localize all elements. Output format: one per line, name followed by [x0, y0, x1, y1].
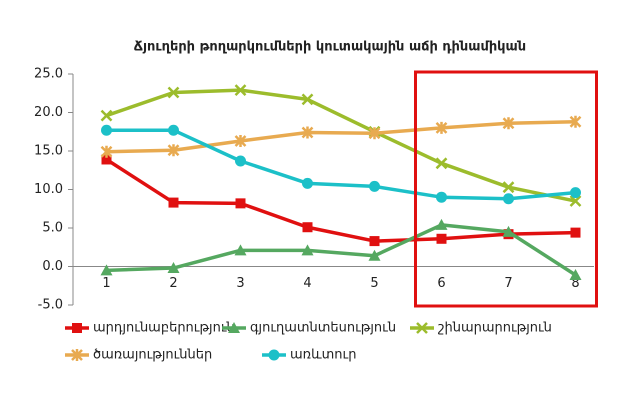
chart-title: Ճյուղերի թողարկումների կուտակային աճի դի… — [134, 40, 526, 55]
data-point — [435, 218, 448, 230]
highlight-box — [414, 70, 598, 308]
data-point — [100, 145, 113, 158]
y-tick-label: 5.0 — [42, 221, 63, 236]
data-point — [569, 195, 582, 207]
data-point — [100, 109, 113, 122]
data-point — [101, 154, 112, 165]
data-point — [502, 225, 515, 237]
data-point — [235, 198, 246, 209]
series-line — [106, 128, 576, 201]
data-point — [301, 244, 314, 256]
legend-marker — [72, 323, 82, 333]
data-point — [368, 127, 381, 140]
x-tick-label: 4 — [303, 276, 311, 291]
data-point — [168, 197, 179, 208]
x-tick-label: 3 — [236, 276, 244, 291]
legend-label: ծառայություններ — [93, 348, 212, 363]
y-tick-label: 20.0 — [34, 105, 63, 120]
data-point — [368, 249, 381, 261]
data-point — [503, 193, 514, 205]
data-point — [301, 126, 314, 139]
data-point — [569, 268, 582, 280]
y-tick-label: 0.0 — [42, 259, 63, 274]
data-point — [435, 121, 448, 134]
data-point — [100, 264, 113, 276]
data-point — [167, 262, 180, 274]
data-point — [234, 134, 247, 147]
series-line — [105, 88, 576, 203]
legend-marker — [268, 349, 280, 361]
data-point — [302, 222, 313, 233]
x-tick-label: 1 — [102, 276, 110, 291]
y-tick-label: 10.0 — [34, 182, 63, 197]
data-point — [369, 236, 380, 247]
data-point — [167, 144, 180, 157]
data-point — [234, 244, 247, 256]
series-line — [106, 119, 576, 154]
x-tick-label: 8 — [571, 276, 579, 291]
data-point — [235, 155, 246, 167]
data-point — [502, 181, 515, 194]
data-point — [301, 93, 314, 106]
y-tick-label: 15.0 — [34, 144, 63, 159]
data-point — [570, 187, 581, 199]
legend-label: առևտուր — [290, 348, 356, 363]
legend-label: գյուղատնտեսություն — [250, 321, 396, 336]
data-point — [569, 115, 582, 128]
data-point — [435, 157, 448, 170]
legend-marker — [228, 322, 240, 333]
y-tick-label: 25.0 — [34, 67, 63, 82]
y-tick-label: -5.0 — [38, 298, 63, 313]
legend-marker — [416, 322, 428, 334]
data-point — [369, 180, 380, 192]
data-point — [436, 191, 447, 203]
data-point — [167, 86, 180, 99]
x-tick-label: 6 — [437, 276, 445, 291]
data-point — [436, 233, 447, 244]
x-tick-label: 5 — [370, 276, 378, 291]
data-point — [234, 84, 247, 97]
legend-label: արդյունաբերություն — [93, 321, 235, 336]
legend-marker — [71, 349, 83, 361]
series-line — [106, 223, 577, 277]
data-point — [502, 117, 515, 130]
x-tick-label: 7 — [504, 276, 512, 291]
data-point — [101, 124, 112, 136]
series-line — [105, 157, 576, 243]
legend-label: շինարարություն — [438, 321, 552, 336]
data-point — [168, 124, 179, 136]
data-point — [302, 177, 313, 189]
data-point — [570, 227, 581, 238]
x-tick-label: 2 — [169, 276, 177, 291]
